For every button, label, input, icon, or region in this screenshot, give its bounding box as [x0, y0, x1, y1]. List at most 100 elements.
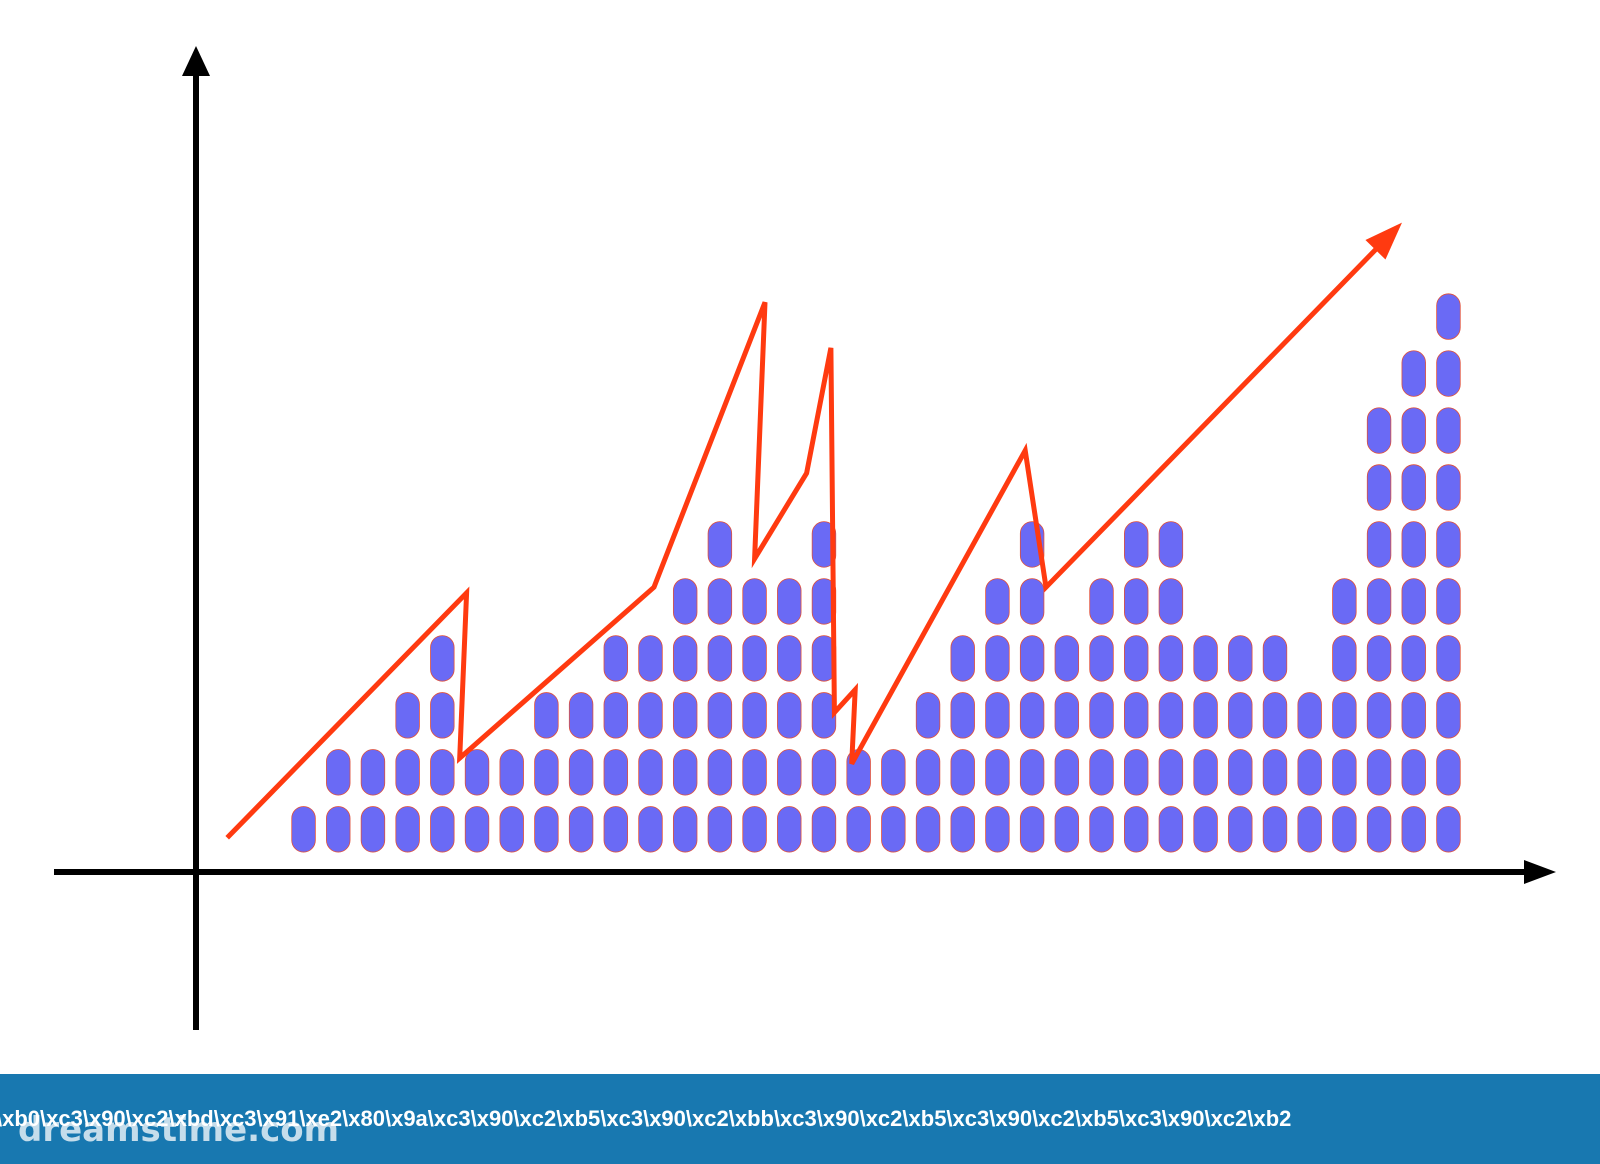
pill: [1089, 692, 1114, 739]
trend-arrowhead: [1365, 222, 1402, 260]
pill: [1436, 464, 1461, 511]
pill-column: [985, 578, 1010, 853]
pill: [1089, 578, 1114, 625]
pill: [326, 806, 351, 853]
footer-bar: dreamstime.com \xb0\xc3\x90\xc2\xbd\xc3\…: [0, 1074, 1600, 1164]
pill: [985, 806, 1010, 853]
pill-column: [1158, 521, 1184, 853]
pill: [1262, 635, 1288, 682]
pill-column: [395, 692, 420, 853]
pill: [950, 692, 975, 739]
pill: [499, 806, 524, 853]
pill: [1366, 578, 1392, 625]
pill: [985, 635, 1010, 682]
pill: [881, 806, 906, 853]
pill: [1124, 749, 1149, 796]
pill: [1228, 635, 1253, 682]
pill: [1158, 635, 1184, 682]
pill: [638, 635, 663, 682]
pill: [811, 692, 837, 739]
pill-column: [1054, 635, 1080, 853]
pill: [395, 806, 420, 853]
pill: [1124, 806, 1149, 853]
pill: [1366, 407, 1392, 454]
pill: [707, 806, 733, 853]
pill: [1366, 521, 1392, 568]
pill: [742, 578, 767, 625]
pill: [777, 578, 802, 625]
footer-logo[interactable]: dreamstime.com: [18, 1110, 340, 1150]
pill: [1193, 806, 1218, 853]
pill: [1436, 293, 1461, 340]
pill-column: [1401, 350, 1426, 853]
pill: [742, 749, 767, 796]
pill: [534, 692, 559, 739]
pill: [1332, 806, 1357, 853]
pill: [672, 635, 698, 682]
pill: [464, 749, 490, 796]
pill: [568, 749, 594, 796]
pill: [534, 749, 559, 796]
pill-column: [638, 635, 663, 853]
pill: [707, 692, 733, 739]
pill: [1019, 578, 1045, 625]
pill: [811, 521, 837, 568]
pill: [326, 749, 351, 796]
pill: [1401, 407, 1426, 454]
pill: [915, 692, 941, 739]
pill: [1401, 749, 1426, 796]
pill: [1158, 578, 1184, 625]
pill: [1158, 806, 1184, 853]
pill: [1262, 692, 1288, 739]
pill: [430, 806, 455, 853]
pill: [1297, 806, 1322, 853]
pill: [430, 692, 455, 739]
pill: [672, 692, 698, 739]
pill: [568, 692, 594, 739]
pill-column: [603, 635, 628, 853]
pill: [1124, 578, 1149, 625]
pill: [360, 806, 386, 853]
pill: [1332, 635, 1357, 682]
pill: [1401, 806, 1426, 853]
pill-column: [1193, 635, 1218, 853]
pill-column: [777, 578, 802, 853]
pill-column: [950, 635, 975, 853]
pill: [1019, 806, 1045, 853]
pill: [1158, 692, 1184, 739]
pill-column: [811, 521, 837, 853]
pill: [1436, 407, 1461, 454]
pill: [672, 578, 698, 625]
pill: [950, 635, 975, 682]
pill: [1401, 635, 1426, 682]
pill: [1401, 578, 1426, 625]
pill: [950, 806, 975, 853]
pill: [603, 635, 628, 682]
pill: [430, 749, 455, 796]
pill-column: [326, 749, 351, 853]
pill: [1054, 692, 1080, 739]
pill: [638, 806, 663, 853]
chart: [54, 46, 1556, 1030]
pill: [568, 806, 594, 853]
pill: [1297, 749, 1322, 796]
pill-column: [534, 692, 559, 853]
pill: [1124, 521, 1149, 568]
pill-column: [1436, 293, 1461, 853]
pill: [1332, 749, 1357, 796]
pill: [1436, 521, 1461, 568]
pill: [638, 692, 663, 739]
pill: [1054, 749, 1080, 796]
pill-column: [1262, 635, 1288, 853]
pill: [1401, 350, 1426, 397]
pill: [777, 692, 802, 739]
pill-column: [430, 635, 455, 853]
pill: [1124, 635, 1149, 682]
pill: [985, 749, 1010, 796]
pill: [1262, 806, 1288, 853]
pill: [395, 749, 420, 796]
pill: [1366, 749, 1392, 796]
pill: [464, 806, 490, 853]
pill: [707, 749, 733, 796]
pill-column: [742, 578, 767, 853]
